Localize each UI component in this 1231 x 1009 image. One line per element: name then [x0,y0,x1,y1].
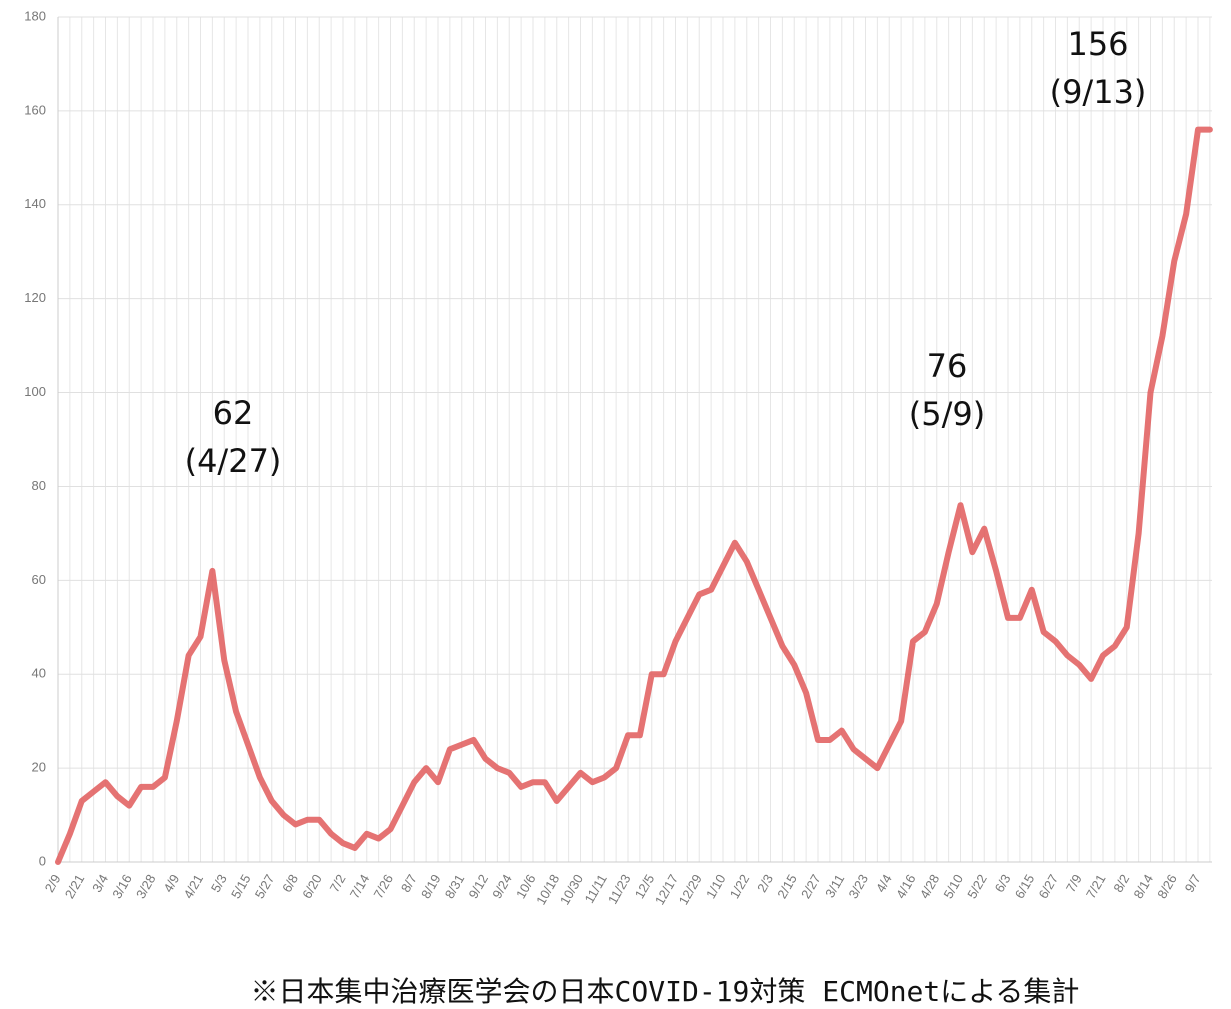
x-tick-label: 5/27 [252,872,278,901]
y-tick-label: 100 [24,384,46,399]
x-tick-label: 6/27 [1035,872,1061,901]
annotation: 76 [927,347,968,385]
x-tick-label: 2/15 [774,872,800,901]
x-tick-label: 9/7 [1182,872,1204,895]
x-tick-label: 6/15 [1012,872,1038,901]
x-tick-label: 2/9 [42,872,64,895]
y-tick-label: 0 [39,853,46,868]
x-tick-label: 7/14 [347,872,373,901]
x-tick-label: 10/30 [557,872,586,908]
x-tick-label: 3/4 [89,872,111,895]
x-tick-label: 6/3 [992,872,1014,895]
x-tick-label: 8/7 [398,872,420,895]
x-tick-label: 6/20 [299,872,325,901]
x-tick-label: 7/26 [370,872,396,901]
x-tick-label: 9/24 [489,872,515,901]
x-tick-label: 3/16 [109,872,135,901]
x-tick-label: 6/8 [279,872,301,895]
x-tick-label: 5/3 [208,872,230,895]
x-tick-label: 9/12 [465,872,491,901]
x-tick-label: 4/4 [873,872,895,895]
x-tick-label: 12/29 [676,872,705,908]
x-tick-label: 12/17 [652,872,681,908]
y-tick-label: 60 [32,572,46,587]
y-tick-label: 160 [24,102,46,117]
annotation: (5/9) [909,395,985,433]
data-line [55,126,1213,865]
x-tick-label: 4/28 [917,872,943,901]
x-tick-label: 3/23 [845,872,871,901]
x-tick-label: 5/15 [228,872,254,901]
x-tick-label: 4/16 [893,872,919,901]
x-tick-label: 2/21 [62,872,88,901]
x-tick-label: 5/22 [964,872,990,901]
x-tick-label: 1/22 [727,872,753,901]
y-tick-label: 80 [32,478,46,493]
x-tick-label: 8/31 [442,872,468,901]
x-tick-label: 11/23 [605,872,634,907]
x-tick-label: 3/11 [822,872,847,901]
annotation: (9/13) [1050,73,1147,111]
x-tick-label: 7/21 [1083,872,1109,901]
x-tick-label: 8/14 [1130,872,1156,901]
annotation: 156 [1067,25,1128,63]
x-tick-label: 7/9 [1063,872,1085,895]
x-tick-label: 7/2 [327,872,349,895]
annotation: (4/27) [185,442,282,480]
x-tick-label: 3/28 [133,872,159,901]
x-tick-label: 5/10 [940,872,966,901]
x-tick-label: 8/26 [1154,872,1180,901]
x-tick-label: 1/10 [703,872,729,901]
y-tick-label: 40 [32,666,46,681]
footnote: ※日本集中治療医学会の日本COVID-19対策 ECMOnetによる集計 [251,975,1080,1008]
x-tick-label: 10/18 [533,872,562,908]
x-tick-label: 2/27 [798,872,824,901]
y-tick-label: 120 [24,290,46,305]
x-tick-label: 2/3 [754,872,776,895]
y-tick-label: 180 [24,8,46,23]
y-tick-label: 140 [24,196,46,211]
x-tick-label: 4/9 [160,872,182,895]
annotation: 62 [213,394,254,432]
x-tick-label: 4/21 [180,872,206,901]
y-tick-label: 20 [32,760,46,775]
x-tick-label: 8/2 [1110,872,1132,895]
x-tick-label: 8/19 [418,872,444,901]
